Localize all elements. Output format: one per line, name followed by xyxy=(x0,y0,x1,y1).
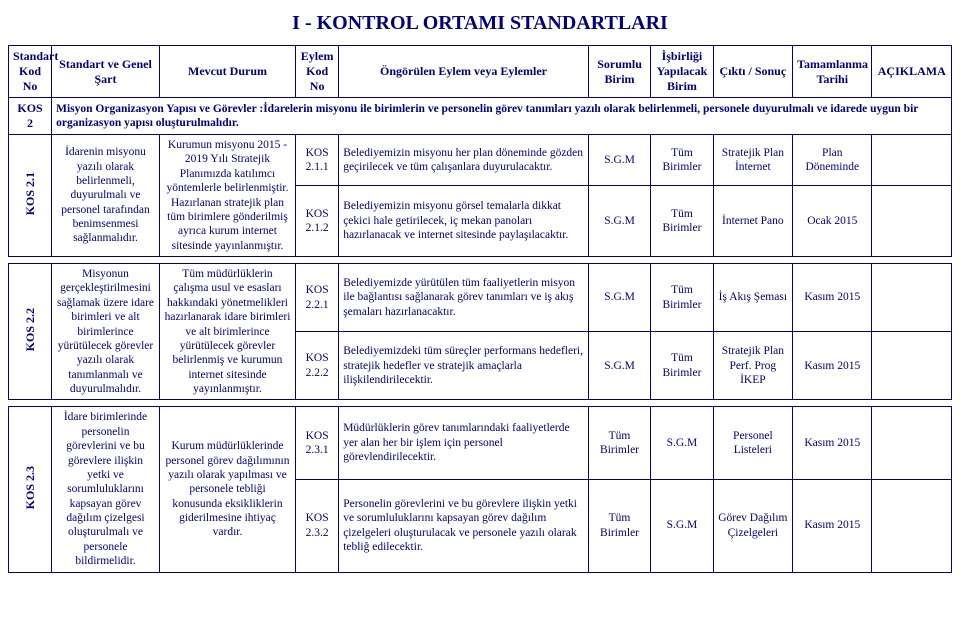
eylem-kod: KOS 2.2.1 xyxy=(296,264,339,332)
isbirligi: Tüm Birimler xyxy=(651,264,713,332)
tarih: Kasım 2015 xyxy=(793,407,872,479)
eylem-kod: KOS 2.3.1 xyxy=(296,407,339,479)
isbirligi: Tüm Birimler xyxy=(651,332,713,400)
eylem-kod: KOS 2.3.2 xyxy=(296,479,339,572)
header-row: Standart Kod No Standart ve Genel Şart M… xyxy=(9,46,952,98)
col-isbirligi: İşbirliği Yapılacak Birim xyxy=(651,46,713,98)
cikti: İnternet Pano xyxy=(713,185,792,256)
tarih: Ocak 2015 xyxy=(793,185,872,256)
eylem-text: Müdürlüklerin görev tanımlarındaki faali… xyxy=(339,407,589,479)
tarih: Kasım 2015 xyxy=(793,332,872,400)
aciklama xyxy=(872,332,952,400)
cikti: Stratejik Plan Perf. Prog İKEP xyxy=(713,332,792,400)
isbirligi: Tüm Birimler xyxy=(651,135,713,186)
kos22-mevcut: Tüm müdürlüklerin çalışma usul ve esasla… xyxy=(159,264,295,400)
col-mevcut-durum: Mevcut Durum xyxy=(159,46,295,98)
aciklama xyxy=(872,135,952,186)
col-tarih: Tamamlanma Tarihi xyxy=(793,46,872,98)
kos2-row: KOS 2 Misyon Organizasyon Yapısı ve Göre… xyxy=(9,98,952,135)
cikti: Stratejik Plan İnternet xyxy=(713,135,792,186)
kos22-code: KOS 2.2 xyxy=(9,264,52,400)
eylem-kod: KOS 2.1.1 xyxy=(296,135,339,186)
col-sorumlu: Sorumlu Birim xyxy=(588,46,650,98)
eylem-kod: KOS 2.2.2 xyxy=(296,332,339,400)
col-cikti: Çıktı / Sonuç xyxy=(713,46,792,98)
cikti: İş Akış Şeması xyxy=(713,264,792,332)
kos23-mevcut: Kurum müdürlüklerinde personel görev dağ… xyxy=(159,407,295,572)
sorumlu: S.G.M xyxy=(588,135,650,186)
sorumlu: Tüm Birimler xyxy=(588,407,650,479)
table-row: KOS 2.1 İdarenin misyonu yazılı olarak b… xyxy=(9,135,952,186)
kos2-text: Misyon Organizasyon Yapısı ve Görevler :… xyxy=(52,98,952,135)
sorumlu: S.G.M xyxy=(588,332,650,400)
kos21-mevcut: Kurumun misyonu 2015 - 2019 Yılı Stratej… xyxy=(159,135,295,257)
kos2-code: KOS 2 xyxy=(9,98,52,135)
cikti: Personel Listeleri xyxy=(713,407,792,479)
cikti: Görev Dağılım Çizelgeleri xyxy=(713,479,792,572)
kos23-code: KOS 2.3 xyxy=(9,407,52,572)
kos21-code: KOS 2.1 xyxy=(9,135,52,257)
isbirligi: S.G.M xyxy=(651,407,713,479)
sorumlu: S.G.M xyxy=(588,185,650,256)
eylem-kod: KOS 2.1.2 xyxy=(296,185,339,256)
eylem-text: Belediyemizde yürütülen tüm faaliyetleri… xyxy=(339,264,589,332)
col-aciklama: AÇIKLAMA xyxy=(872,46,952,98)
standards-table: Standart Kod No Standart ve Genel Şart M… xyxy=(8,45,952,573)
col-standart-sart: Standart ve Genel Şart xyxy=(52,46,160,98)
eylem-text: Belediyemizin misyonu her plan döneminde… xyxy=(339,135,589,186)
sorumlu: S.G.M xyxy=(588,264,650,332)
tarih: Kasım 2015 xyxy=(793,479,872,572)
isbirligi: Tüm Birimler xyxy=(651,185,713,256)
eylem-text: Belediyemizdeki tüm süreçler performans … xyxy=(339,332,589,400)
page-title: I - KONTROL ORTAMI STANDARTLARI xyxy=(8,12,952,35)
spacer-row xyxy=(9,257,952,264)
col-eylem-kod: Eylem Kod No xyxy=(296,46,339,98)
aciklama xyxy=(872,185,952,256)
spacer-row xyxy=(9,400,952,407)
kos21-standart: İdarenin misyonu yazılı olarak belirlenm… xyxy=(52,135,160,257)
eylem-text: Belediyemizin misyonu görsel temalarla d… xyxy=(339,185,589,256)
col-eylem: Öngörülen Eylem veya Eylemler xyxy=(339,46,589,98)
col-standart-kod: Standart Kod No xyxy=(9,46,52,98)
tarih: Plan Döneminde xyxy=(793,135,872,186)
tarih: Kasım 2015 xyxy=(793,264,872,332)
kos23-standart: İdare birimlerinde personelin görevlerin… xyxy=(52,407,160,572)
eylem-text: Personelin görevlerini ve bu görevlere i… xyxy=(339,479,589,572)
aciklama xyxy=(872,407,952,479)
aciklama xyxy=(872,479,952,572)
aciklama xyxy=(872,264,952,332)
sorumlu: Tüm Birimler xyxy=(588,479,650,572)
isbirligi: S.G.M xyxy=(651,479,713,572)
table-row: KOS 2.3 İdare birimlerinde personelin gö… xyxy=(9,407,952,479)
table-row: KOS 2.2 Misyonun gerçekleştirilmesini sa… xyxy=(9,264,952,332)
kos22-standart: Misyonun gerçekleştirilmesini sağlamak ü… xyxy=(52,264,160,400)
